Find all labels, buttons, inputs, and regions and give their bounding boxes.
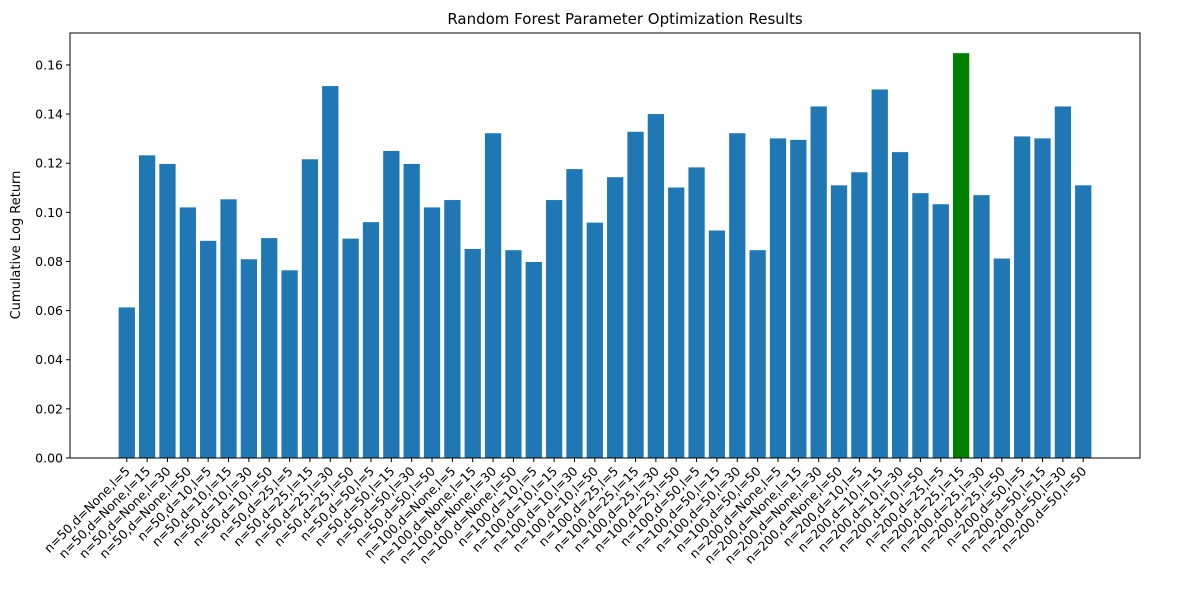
bar-n=200,d=50,l=5 — [1014, 136, 1031, 458]
bar-n=100,d=None,l=15 — [464, 248, 481, 458]
bar-n=50,d=10,l=50 — [261, 238, 278, 458]
bar-n=100,d=50,l=50 — [749, 250, 766, 458]
bar-n=200,d=None,l=30 — [810, 106, 827, 458]
bar-n=200,d=None,l=15 — [790, 139, 807, 458]
bar-n=200,d=None,l=50 — [830, 185, 848, 458]
bar-n=100,d=10,l=5 — [525, 261, 542, 458]
bar-n=200,d=25,l=5 — [932, 204, 949, 458]
y-tick-label: 0.06 — [35, 303, 63, 318]
bar-n=200,d=10,l=50 — [912, 193, 929, 459]
bar-n=100,d=50,l=5 — [688, 167, 705, 459]
y-tick-label: 0.10 — [35, 205, 63, 220]
y-tick-label: 0.04 — [35, 352, 63, 367]
bar-n=100,d=10,l=15 — [545, 200, 563, 459]
bar-n=100,d=None,l=30 — [484, 133, 502, 459]
plot-frame — [69, 32, 1141, 459]
bar-n=200,d=25,l=30 — [973, 195, 990, 458]
bar-n=100,d=25,l=15 — [627, 131, 644, 458]
y-tick-label: 0.00 — [35, 451, 63, 466]
y-tick-label: 0.08 — [35, 254, 63, 269]
bar-n=50,d=50,l=5 — [362, 222, 380, 458]
chart-title: Random Forest Parameter Optimization Res… — [447, 10, 803, 28]
bar-n=200,d=50,l=15 — [1034, 138, 1051, 458]
bar-n=50,d=25,l=50 — [342, 238, 359, 458]
bar-n=50,d=25,l=15 — [301, 159, 319, 459]
bar-n=200,d=None,l=5 — [769, 138, 787, 458]
bar-n=100,d=25,l=5 — [607, 177, 624, 458]
bar-n=200,d=50,l=30 — [1054, 106, 1072, 458]
bar-n=50,d=None,l=15 — [138, 155, 156, 458]
bar-n=200,d=10,l=5 — [851, 172, 868, 458]
y-tick-label: 0.02 — [35, 401, 63, 416]
bar-n=50,d=25,l=5 — [281, 270, 298, 458]
y-axis-ticks: 0.00 0.02 0.04 0.06 0.08 0.10 0.12 0.14 0.16 — [35, 57, 70, 466]
y-tick-label: 0.16 — [35, 57, 63, 72]
bar-n=100,d=None,l=5 — [444, 200, 461, 459]
bar-n=200,d=50,l=50 — [1075, 185, 1092, 458]
bar-n=100,d=50,l=15 — [708, 230, 726, 458]
bar-n=200,d=10,l=30 — [891, 152, 909, 458]
bar-n=200,d=25,l=50 — [993, 258, 1010, 458]
bar-n=100,d=25,l=50 — [668, 187, 685, 458]
y-tick-label: 0.12 — [35, 156, 63, 171]
bar-n=50,d=None,l=50 — [179, 207, 196, 458]
bar-n=50,d=25,l=30 — [322, 86, 339, 458]
bars-group — [118, 53, 1092, 459]
bar-n=200,d=25,l=15 — [952, 53, 970, 459]
bar-n=50,d=None,l=30 — [159, 163, 176, 458]
bar-n=100,d=10,l=30 — [566, 169, 583, 458]
bar-n=50,d=None,l=5 — [118, 307, 135, 458]
bar-n=50,d=50,l=30 — [403, 163, 420, 458]
bar-n=50,d=10,l=15 — [220, 199, 237, 458]
y-axis-label: Cumulative Log Return — [9, 171, 24, 320]
bar-n=50,d=50,l=50 — [423, 207, 441, 458]
bar-n=50,d=50,l=15 — [383, 150, 400, 459]
bar-n=100,d=None,l=50 — [505, 250, 522, 458]
y-tick-label: 0.14 — [35, 107, 63, 122]
x-axis-ticks: n=50,d=None,l=5n=50,d=None,l=15n=50,d=No… — [41, 458, 1089, 567]
bar-n=100,d=50,l=30 — [729, 133, 746, 459]
bar-n=200,d=10,l=15 — [871, 89, 888, 458]
bar-n=50,d=10,l=5 — [200, 240, 217, 458]
bar-n=50,d=10,l=30 — [240, 259, 258, 458]
bar-n=100,d=10,l=50 — [586, 222, 603, 458]
bar-n=100,d=25,l=30 — [647, 114, 665, 458]
